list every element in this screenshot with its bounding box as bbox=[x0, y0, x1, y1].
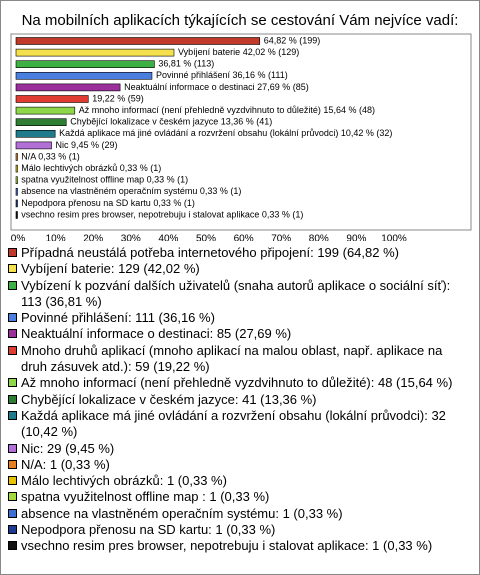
legend-label: vsechno resim pres browser, nepotrebuju … bbox=[21, 538, 433, 554]
legend-label: Nepodpora přenosu na SD kartu: 1 (0,33 %… bbox=[21, 522, 276, 538]
legend-label: Případná neustálá potřeba internetového … bbox=[21, 245, 399, 260]
legend-item: Povinné přihlášení: 111 (36,16 %) bbox=[1, 310, 471, 326]
legend-label: Každá aplikace má jiné ovládání a rozvrž… bbox=[21, 407, 446, 440]
plot-frame bbox=[10, 33, 472, 231]
bar bbox=[15, 106, 76, 115]
plot: Na mobilních aplikacích týkajících se ce… bbox=[10, 12, 472, 241]
bar bbox=[15, 176, 18, 184]
legend-item: Mnoho druhů aplikací (mnoho aplikací na … bbox=[1, 343, 471, 376]
value-label: Až mnoho informací (není přehledně vyzdv… bbox=[79, 105, 375, 115]
value-label: 64,82 % (199) bbox=[264, 35, 321, 45]
legend-item: absence na vlastněném operačním systému:… bbox=[1, 506, 471, 522]
legend-marker bbox=[8, 541, 17, 551]
bar bbox=[15, 37, 261, 45]
value-label: absence na vlastněném operačním systému … bbox=[21, 186, 241, 196]
bar bbox=[15, 83, 121, 92]
legend-label: Vybízení k pozvání dalších uživatelů (sn… bbox=[21, 277, 451, 309]
legend-marker bbox=[8, 280, 17, 290]
legend: Případná neustálá potřeba internetového … bbox=[1, 245, 471, 555]
bar bbox=[15, 48, 175, 57]
x-tick-label: 70% bbox=[271, 234, 291, 241]
bar bbox=[15, 153, 18, 161]
legend-item: Chybějící lokalizace v českém jazyce: 41… bbox=[1, 392, 471, 408]
legend-marker bbox=[8, 264, 17, 274]
legend-item: Vybízení k pozvání dalších uživatelů (sn… bbox=[1, 278, 471, 311]
value-label: Chybějící lokalizace v českém jazyce 13,… bbox=[70, 117, 272, 127]
legend-label: Až mnoho informací (není přehledně vyzdv… bbox=[21, 375, 453, 391]
chart-title: Na mobilních aplikacích týkajících se ce… bbox=[22, 12, 459, 29]
legend-item: spatna využitelnost offline map : 1 (0,3… bbox=[1, 489, 471, 505]
bar bbox=[15, 199, 18, 208]
legend-item: vsechno resim pres browser, nepotrebuju … bbox=[1, 538, 471, 554]
legend-label: Chybějící lokalizace v českém jazyce: 41… bbox=[21, 391, 317, 407]
legend-marker bbox=[8, 313, 17, 323]
x-tick-label: 100% bbox=[381, 234, 407, 241]
legend-item: Neaktuální informace o destinaci: 85 (27… bbox=[1, 326, 471, 342]
x-tick-label: 30% bbox=[121, 234, 141, 241]
x-tick-label: 40% bbox=[158, 234, 178, 241]
bar bbox=[15, 118, 67, 126]
legend-marker bbox=[8, 525, 17, 535]
x-tick-label: 0% bbox=[11, 234, 26, 241]
legend-item: Nic: 29 (9,45 %) bbox=[1, 441, 471, 457]
legend-item: Nepodpora přenosu na SD kartu: 1 (0,33 %… bbox=[1, 522, 471, 538]
bar bbox=[15, 95, 89, 103]
bar bbox=[15, 141, 52, 150]
legend-marker bbox=[8, 508, 17, 518]
legend-marker bbox=[8, 410, 17, 420]
value-label: Každá aplikace má jiné ovládání a rozvrž… bbox=[59, 128, 392, 138]
legend-label: absence na vlastněném operačním systému:… bbox=[21, 505, 343, 521]
value-label: Nic 9,45 % (29) bbox=[56, 140, 118, 150]
legend-marker bbox=[8, 476, 17, 486]
x-tick-label: 10% bbox=[46, 234, 66, 241]
legend-label: Nic: 29 (9,45 %) bbox=[21, 440, 115, 456]
bar bbox=[15, 211, 18, 219]
legend-marker bbox=[8, 394, 17, 404]
legend-item: Vybíjení baterie: 129 (42,02 %) bbox=[1, 261, 471, 277]
legend-label: Málo lechtivých obrázků: 1 (0,33 %) bbox=[21, 473, 227, 489]
x-tick-label: 60% bbox=[234, 234, 254, 241]
x-tick-label: 80% bbox=[309, 234, 329, 241]
legend-marker bbox=[8, 329, 17, 339]
legend-item: Případná neustálá potřeba internetového … bbox=[1, 245, 471, 261]
x-tick-label: 50% bbox=[196, 234, 216, 241]
legend-marker bbox=[8, 459, 17, 469]
bar bbox=[15, 130, 56, 138]
value-label: Nepodpora přenosu na SD kartu 0,33 % (1) bbox=[21, 198, 195, 208]
legend-label: Povinné přihlášení: 111 (36,16 %) bbox=[21, 310, 215, 326]
bar bbox=[15, 188, 18, 196]
legend-marker bbox=[8, 443, 17, 453]
value-label: Povinné přihlášení 36,16 % (111) bbox=[156, 70, 288, 80]
legend-label: Mnoho druhů aplikací (mnoho aplikací na … bbox=[21, 342, 443, 375]
legend-label: spatna využitelnost offline map : 1 (0,3… bbox=[21, 489, 270, 505]
value-label: vsechno resim pres browser, nepotrebuju … bbox=[21, 209, 303, 219]
legend-label: Neaktuální informace o destinaci: 85 (27… bbox=[21, 326, 292, 342]
value-label: Neaktuální informace o destinaci 27,69 %… bbox=[124, 82, 309, 92]
legend-label: N/A: 1 (0,33 %) bbox=[21, 456, 110, 472]
value-label: spatna využitelnost offline map 0,33 % (… bbox=[21, 175, 188, 185]
legend-marker bbox=[8, 378, 17, 388]
legend-item: Málo lechtivých obrázků: 1 (0,33 %) bbox=[1, 473, 471, 489]
bar bbox=[15, 72, 153, 80]
value-label: 36,81 % (113) bbox=[158, 59, 214, 69]
legend-item: N/A: 1 (0,33 %) bbox=[1, 457, 471, 473]
x-tick-label: 20% bbox=[83, 234, 103, 241]
legend-label: Vybíjení baterie: 129 (42,02 %) bbox=[21, 261, 200, 277]
value-label: Vybíjení baterie 42,02 % (129) bbox=[178, 47, 299, 57]
x-tick-label: 90% bbox=[346, 234, 366, 241]
legend-item: Každá aplikace má jiné ovládání a rozvrž… bbox=[1, 408, 471, 441]
bar bbox=[15, 164, 18, 173]
legend-marker bbox=[8, 345, 17, 355]
bar bbox=[15, 60, 155, 69]
value-label: N/A 0,33 % (1) bbox=[21, 151, 80, 161]
legend-marker bbox=[8, 248, 17, 257]
value-label: 19,22 % (59) bbox=[92, 93, 144, 103]
legend-item: Až mnoho informací (není přehledně vyzdv… bbox=[1, 375, 471, 391]
legend-marker bbox=[8, 492, 17, 502]
value-label: Málo lechtivých obrázků 0,33 % (1) bbox=[21, 163, 161, 173]
